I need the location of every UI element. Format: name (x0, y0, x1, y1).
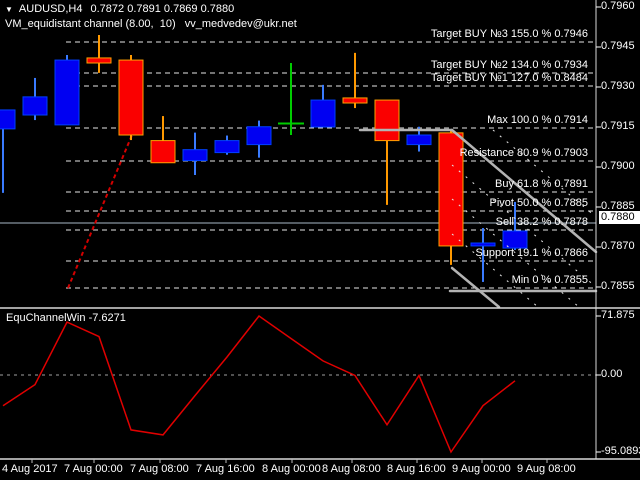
level-label-support: Support 19.1 % 0.7866 (475, 247, 588, 259)
candle-2 (22, 77, 48, 121)
level-label-resistance: Resistance 80.9 % 0.7903 (459, 147, 588, 159)
level-label-sell: Sell 38.2 % 0.7878 (495, 216, 588, 228)
time-axis-label: 7 Aug 00:00 (64, 463, 123, 475)
indicator-line-series (2, 314, 516, 454)
subwindow-indicator-name: EquChannelWin (6, 312, 86, 324)
candle-1 (0, 109, 16, 193)
price-tick-label: 0.7870 (601, 240, 635, 252)
price-tick-label: 0.7900 (601, 160, 635, 172)
current-price-tag: 0.7880 (599, 211, 640, 224)
price-tick-label: 0.7885 (601, 200, 635, 212)
time-axis-label: 7 Aug 08:00 (130, 463, 189, 475)
candle-16 (470, 228, 496, 282)
candle-4 (86, 35, 112, 73)
subwindow-title: EquChannelWin -7.6271 (6, 312, 126, 324)
price-tick-label: 0.7945 (601, 40, 635, 52)
candle-15 (438, 131, 464, 265)
level-label-target-buy-3: Target BUY №3 155.0 % 0.7946 (430, 28, 588, 40)
time-axis-label: 8 Aug 08:00 (322, 463, 381, 475)
candle-7 (182, 132, 208, 175)
indicator-tick-label: -95.0893 (601, 445, 640, 457)
indicator-header: VM_equidistant channel (8.00, 10) vv_med… (5, 18, 297, 30)
time-axis-label: 8 Aug 16:00 (387, 463, 446, 475)
time-axis-label: 4 Aug 2017 (2, 463, 58, 475)
candle-8 (214, 135, 240, 155)
channel-inner-dashed-4 (451, 233, 539, 308)
time-axis-label: 9 Aug 00:00 (452, 463, 511, 475)
price-tick-label: 0.7855 (601, 280, 635, 292)
time-axis-label: 8 Aug 00:00 (262, 463, 321, 475)
level-label-max: Max 100.0 % 0.7914 (487, 114, 588, 126)
price-tick-label: 0.7915 (601, 120, 635, 132)
candle-11 (310, 84, 336, 128)
indicator-tick-label: 71.875 (601, 309, 635, 321)
level-label-pivot: Pivot 50.0 % 0.7885 (489, 197, 588, 209)
price-tick-label: 0.7960 (601, 0, 635, 12)
candle-6 (150, 116, 176, 164)
time-axis-label: 7 Aug 16:00 (196, 463, 255, 475)
level-label-buy: Buy 61.8 % 0.7891 (495, 178, 588, 190)
candle-9 (246, 120, 272, 158)
candle-13 (374, 99, 400, 205)
price-tick-label: 0.7930 (601, 80, 635, 92)
level-label-target-buy-2: Target BUY №2 134.0 % 0.7934 (430, 59, 588, 71)
chart-header: ▼ AUDUSD,H4 0.7872 0.7891 0.7869 0.7880 (5, 3, 234, 15)
symbol-dropdown-icon[interactable]: ▼ (5, 4, 13, 14)
candle-5 (118, 55, 144, 141)
candle-3 (54, 55, 80, 126)
symbol-title: AUDUSD,H4 (18, 3, 83, 15)
time-axis-label: 9 Aug 08:00 (517, 463, 576, 475)
channel-line-4[interactable] (450, 266, 501, 309)
subwindow-indicator-value: -7.6271 (88, 312, 126, 324)
indicator-tick-label: 0.00 (601, 368, 623, 380)
channel-inner-dashed-3 (451, 198, 580, 308)
level-label-min: Min 0 % 0.7855 (511, 274, 588, 286)
level-label-target-buy-1: Target BUY №1 127.0 % 0.8484 (430, 72, 588, 84)
candle-12 (342, 52, 368, 109)
ohlc-readout: 0.7872 0.7891 0.7869 0.7880 (90, 3, 235, 15)
channel-line-2[interactable] (450, 128, 598, 254)
candle-10 (278, 63, 304, 135)
candle-17 (502, 201, 528, 250)
